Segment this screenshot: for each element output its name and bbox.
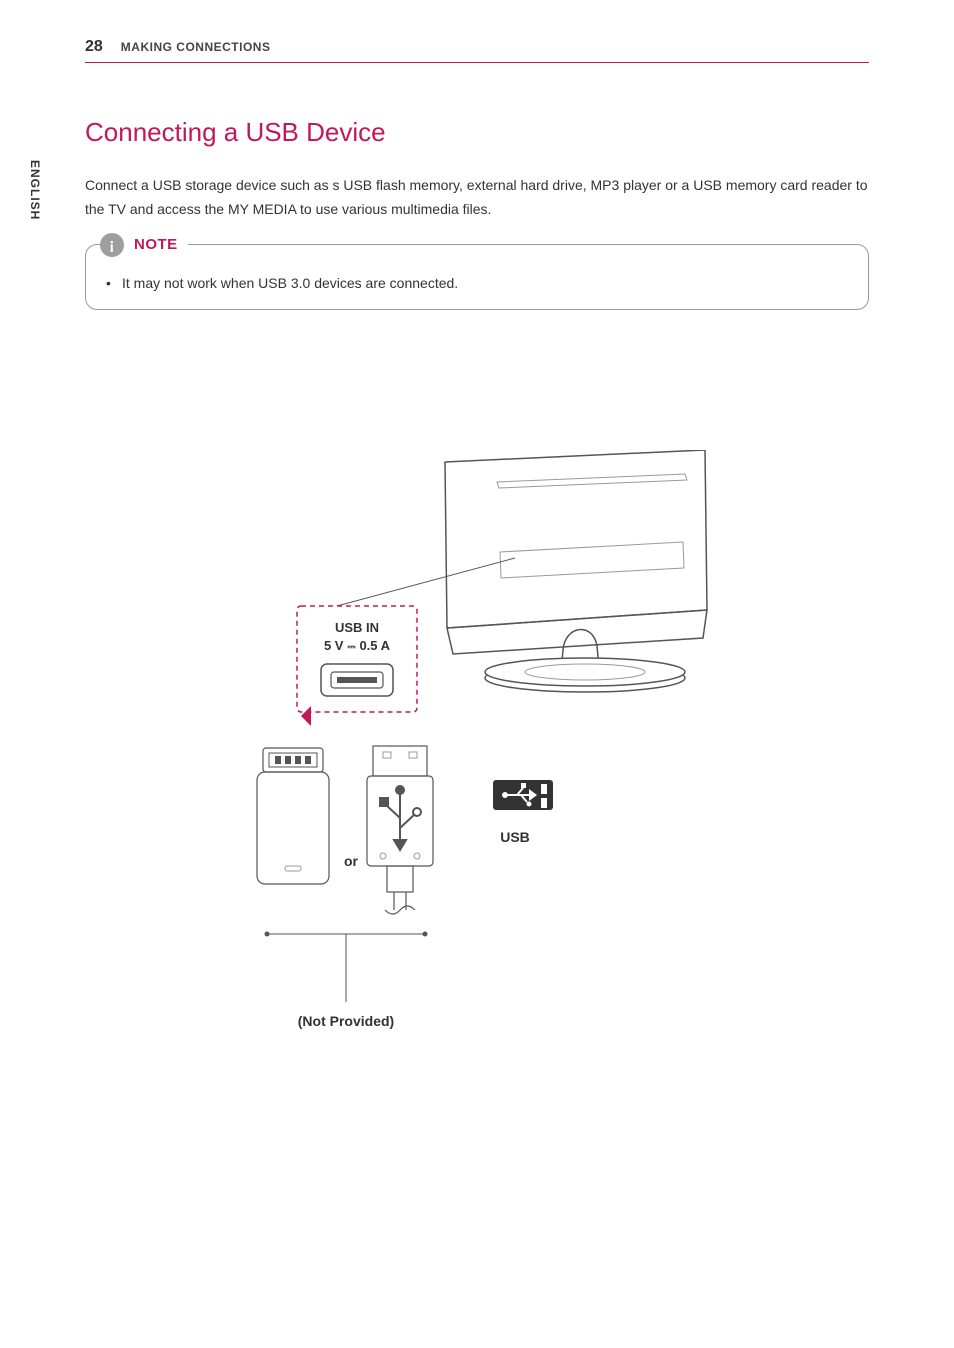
- section-title: Connecting a USB Device: [85, 117, 869, 148]
- usb-in-port: USB IN 5 V⎓0.5 A: [297, 606, 417, 726]
- language-tab: ENGLISH: [28, 160, 42, 220]
- monitor-illustration: [445, 450, 707, 692]
- usb-cable-connector: [367, 746, 433, 914]
- usb-label: USB: [500, 829, 530, 845]
- connection-diagram: USB IN 5 V⎓0.5 A or: [85, 450, 869, 1090]
- or-label: or: [344, 853, 359, 869]
- page-number: 28: [85, 38, 103, 56]
- note-item: It may not work when USB 3.0 devices are…: [106, 275, 848, 291]
- note-legend: NOTE: [100, 233, 188, 257]
- note-label: NOTE: [134, 236, 178, 253]
- note-icon: [100, 233, 124, 257]
- intro-paragraph: Connect a USB storage device such as s U…: [85, 174, 869, 222]
- page-header: 28 MAKING CONNECTIONS: [85, 38, 869, 63]
- usb-device-badge: USB: [493, 780, 553, 845]
- not-provided-bracket: (Not Provided): [265, 931, 428, 1029]
- note-box: NOTE It may not work when USB 3.0 device…: [85, 244, 869, 310]
- usb-flash-drive: [257, 748, 329, 884]
- svg-text:5 V⎓0.5 A: 5 V⎓0.5 A: [324, 638, 391, 653]
- usb-in-label-1: USB IN: [335, 620, 379, 635]
- header-section-label: MAKING CONNECTIONS: [121, 40, 271, 54]
- not-provided-label: (Not Provided): [298, 1013, 394, 1029]
